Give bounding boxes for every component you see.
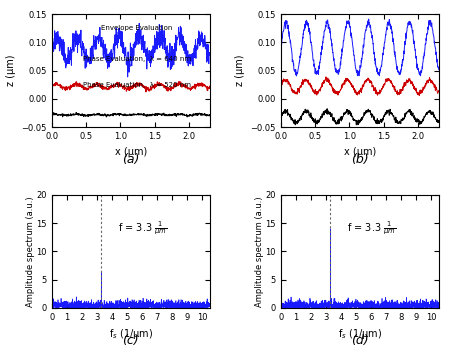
X-axis label: f$_s$ (1/μm): f$_s$ (1/μm) (108, 327, 153, 341)
Text: (d): (d) (351, 334, 369, 347)
X-axis label: x (μm): x (μm) (344, 147, 376, 156)
Text: (b): (b) (351, 153, 369, 166)
Text: f = 3.3 $\frac{1}{\mu m}$: f = 3.3 $\frac{1}{\mu m}$ (118, 220, 167, 237)
X-axis label: x (μm): x (μm) (115, 147, 147, 156)
Text: Phase Evaluation,  λ = 640 nm: Phase Evaluation, λ = 640 nm (83, 56, 191, 62)
Text: (a): (a) (122, 153, 140, 166)
Y-axis label: z (μm): z (μm) (235, 55, 245, 86)
Y-axis label: Amplitude spectrum (a.u.): Amplitude spectrum (a.u.) (26, 196, 35, 307)
Y-axis label: z (μm): z (μm) (6, 55, 16, 86)
Text: (c): (c) (122, 334, 139, 347)
Text: f = 3.3 $\frac{1}{\mu m}$: f = 3.3 $\frac{1}{\mu m}$ (347, 220, 396, 237)
Text: Envelope Evaluation: Envelope Evaluation (101, 25, 173, 31)
Y-axis label: Amplitude spectrum (a.u.): Amplitude spectrum (a.u.) (255, 196, 264, 307)
Text: Phase Evaluation,  λ = 520 nm: Phase Evaluation, λ = 520 nm (83, 82, 191, 88)
X-axis label: f$_s$ (1/μm): f$_s$ (1/μm) (338, 327, 382, 341)
